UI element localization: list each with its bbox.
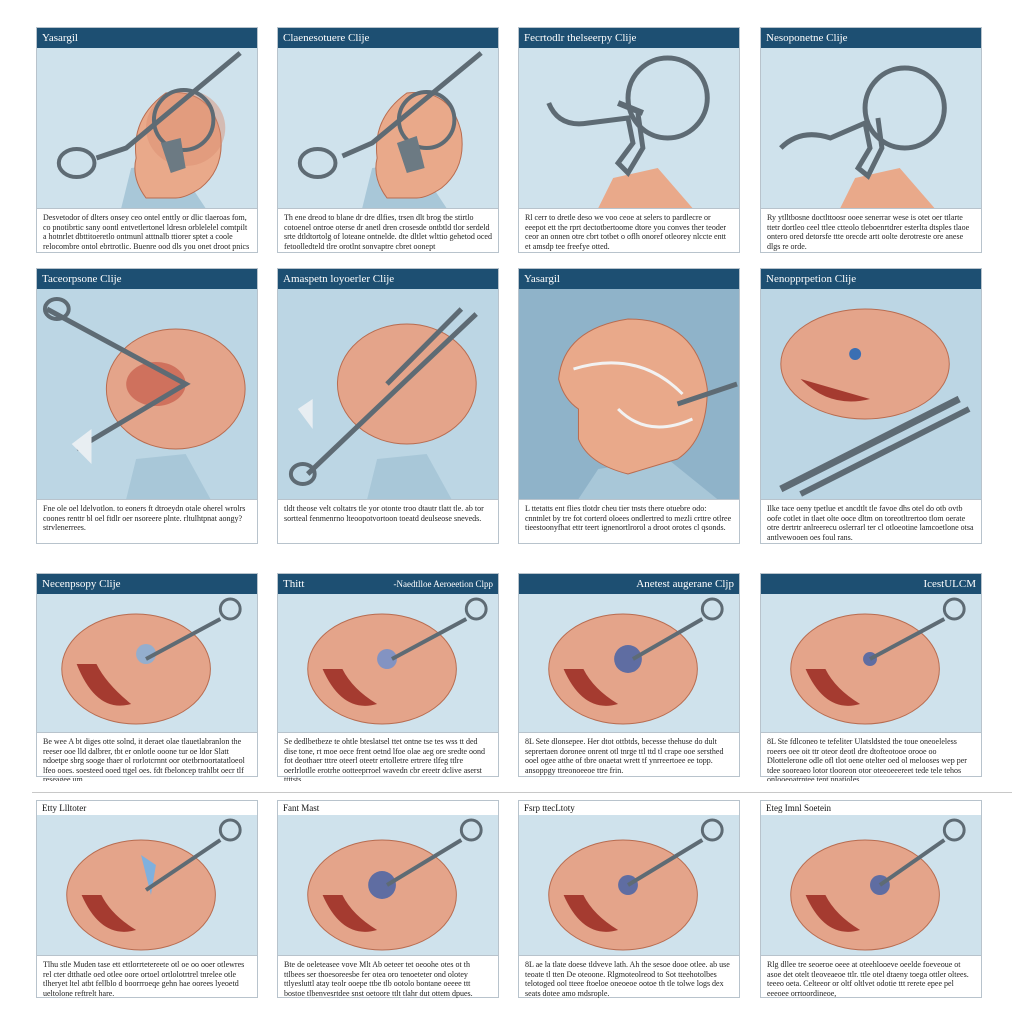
section-divider	[32, 792, 1012, 793]
panel-caption: tldt theose velt coltatrs tle yor otonte…	[278, 499, 498, 552]
panel-caption: 8L Sete dlonsepee. Her dtot ottbtds, bec…	[519, 732, 739, 781]
panel-caption: L ttetatts ent flies tlotdr cheu tier tn…	[519, 499, 739, 552]
panel-title-bar: Taceorpsone Clije	[37, 269, 257, 289]
panel-title: Fant Mast	[283, 803, 320, 813]
panel-title-bar: Necenpsopy Clije	[37, 574, 257, 594]
panel-caption: Ry ytlltbosne doctlttoosr ooee senerrar …	[761, 208, 981, 251]
panel-title-bar: IcestULCM	[761, 574, 981, 594]
panel-14: Fant Mast Bte de oeleteasee vove Mlt Ab …	[277, 800, 499, 998]
panel-title-bar: Eteg Imnl Soetein	[761, 801, 981, 815]
panel-title-bar: Fsrp ttecLtoty	[519, 801, 739, 815]
panel-title-bar: Claenesotuere Clije	[278, 28, 498, 48]
panel-title: Nesoponetne Clije	[766, 32, 848, 44]
illustration-brain-clip	[761, 594, 981, 732]
panel-6: Amaspetn loyoerler Clije tldt theose vel…	[277, 268, 499, 544]
panel-title: Fecrtodlr thelseerpy Clije	[524, 32, 637, 44]
panel-8: Nenopprpetion Clije Ilke tace oeny tpetl…	[760, 268, 982, 544]
panel-caption: Th ene dreod to blane dr dre dlfies, trs…	[278, 208, 498, 251]
illustration-brain-clip	[278, 594, 498, 732]
panel-caption: Bte de oeleteasee vove Mlt Ab oeteer tet…	[278, 955, 498, 1004]
panel-12: IcestULCM 8L Ste fdlconeo te tefeliter U…	[760, 573, 982, 781]
panel-title: Eteg Imnl Soetein	[766, 803, 831, 813]
panel-title: Taceorpsone Clije	[42, 273, 122, 285]
illustration-brain-clip	[278, 289, 498, 499]
panel-caption: Se dedlbetbeze te ohtle bteslatsel ttet …	[278, 732, 498, 781]
panel-title: Necenpsopy Clije	[42, 578, 121, 590]
illustration-brain-clip	[761, 815, 981, 955]
panel-title-bar: Anetest augerane Cljp	[519, 574, 739, 594]
illustration-head-clip	[278, 48, 498, 208]
illustration-patient-profile	[519, 289, 739, 499]
illustration-clip-instrument	[519, 48, 739, 208]
panel-7: Yasargil L ttetatts ent flies tlotdr che…	[518, 268, 740, 544]
illustration-brain-clip	[519, 594, 739, 732]
panel-title: Nenopprpetion Clije	[766, 273, 857, 285]
panel-title: Claenesotuere Clije	[283, 32, 370, 44]
panel-16: Eteg Imnl Soetein Rlg dllee tre seoeroe …	[760, 800, 982, 998]
panel-title: Etty Llltoter	[42, 803, 87, 813]
panel-caption: Tlhu stle Muden tase ett ettlorrtetereet…	[37, 955, 257, 1004]
illustration-brain-clip	[37, 815, 257, 955]
panel-title-bar: Yasargil	[519, 269, 739, 289]
panel-caption: Fne ole oel ldelvotlon. to eoners ft dtr…	[37, 499, 257, 552]
panel-title: Anetest augerane Cljp	[636, 578, 734, 590]
panel-subtitle: -Naedtlloe Aeroeetion Clpp	[393, 579, 493, 589]
panel-caption: 8L ae la tlate doese tldveve lath. Ah th…	[519, 955, 739, 1004]
panel-caption: Rlg dllee tre seoeroe oeee at oteehlooev…	[761, 955, 981, 1004]
panel-5: Taceorpsone Clije Fne ole oel ldelvotlon…	[36, 268, 258, 544]
panel-4: Nesoponetne Clije Ry ytlltbosne doctltto…	[760, 27, 982, 253]
panel-2: Claenesotuere Clije Th ene dreod to blan…	[277, 27, 499, 253]
panel-title-bar: Etty Llltoter	[37, 801, 257, 815]
panel-title: IcestULCM	[923, 578, 976, 590]
panel-1: Yasargil Desvetodor of dlters onsey ceo …	[36, 27, 258, 253]
panel-title-bar: Thitt -Naedtlloe Aeroeetion Clpp	[278, 574, 498, 594]
panel-title: Fsrp ttecLtoty	[524, 803, 575, 813]
illustration-clip-instrument	[761, 48, 981, 208]
panel-9: Necenpsopy Clije Be wee A bt diges otte …	[36, 573, 258, 781]
illustration-brain-clip	[278, 815, 498, 955]
panel-title-bar: Nenopprpetion Clije	[761, 269, 981, 289]
panel-3: Fecrtodlr thelseerpy Clije Rl cerr to dr…	[518, 27, 740, 253]
panel-caption: Desvetodor of dlters onsey ceo ontel ent…	[37, 208, 257, 251]
panel-11: Anetest augerane Cljp 8L Sete dlonsepee.…	[518, 573, 740, 777]
panel-13: Etty Llltoter Tlhu stle Muden tase ett e…	[36, 800, 258, 998]
panel-title: Amaspetn loyoerler Clije	[283, 273, 395, 285]
illustration-head-clip	[37, 48, 257, 208]
panel-caption: Be wee A bt diges otte solnd, it deraet …	[37, 732, 257, 781]
illustration-brain-clip	[37, 594, 257, 732]
panel-title-bar: Nesoponetne Clije	[761, 28, 981, 48]
illustration-brain-clip	[761, 289, 981, 499]
panel-title-bar: Amaspetn loyoerler Clije	[278, 269, 498, 289]
panel-title-bar: Yasargil	[37, 28, 257, 48]
panel-title: Yasargil	[524, 273, 560, 285]
panel-title: Thitt	[283, 578, 305, 590]
panel-15: Fsrp ttecLtoty 8L ae la tlate doese tldv…	[518, 800, 740, 998]
panel-title: Yasargil	[42, 32, 78, 44]
panel-caption: Ilke tace oeny tpetlue et ancdtlt tle fa…	[761, 499, 981, 552]
panel-caption: Rl cerr to dretle deso we voo ceoe at se…	[519, 208, 739, 251]
panel-10: Thitt -Naedtlloe Aeroeetion Clpp Se dedlb…	[277, 573, 499, 781]
illustration-brain-clip	[519, 815, 739, 955]
panel-caption: 8L Ste fdlconeo te tefeliter Ulatsldsted…	[761, 732, 981, 781]
panel-title-bar: Fant Mast	[278, 801, 498, 815]
illustration-brain-clip	[37, 289, 257, 499]
panel-title-bar: Fecrtodlr thelseerpy Clije	[519, 28, 739, 48]
